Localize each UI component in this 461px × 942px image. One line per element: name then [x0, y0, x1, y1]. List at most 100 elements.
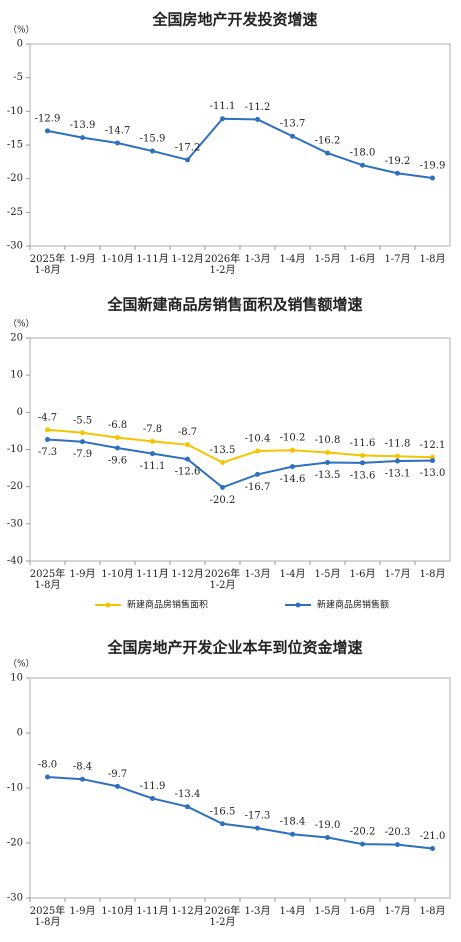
- x-tick-label: 2025年 1-8月: [30, 567, 65, 591]
- data-point: [185, 442, 190, 448]
- x-tick-label: 2025年 1-8月: [30, 252, 65, 276]
- data-label: -17.2: [175, 142, 201, 153]
- data-point: [115, 140, 120, 146]
- data-label: -10.4: [245, 433, 271, 444]
- x-tick-label: 2026年 1-2月: [205, 252, 240, 276]
- y-tick-label: -30: [7, 518, 23, 529]
- data-point: [430, 175, 435, 181]
- data-label: -16.2: [315, 136, 341, 147]
- data-label: -19.0: [315, 820, 341, 831]
- data-label: -13.9: [70, 120, 96, 131]
- chart-title: 全国房地产开发投资增速: [151, 11, 317, 29]
- chart-title: 全国房地产开发企业本年到位资金增速: [106, 639, 362, 657]
- x-tick-label: 1-6月: [349, 568, 375, 580]
- data-label: -6.8: [108, 420, 127, 431]
- data-point: [360, 460, 365, 466]
- x-tick-label: 1-5月: [314, 905, 340, 917]
- data-point: [255, 825, 260, 831]
- y-tick-label: -30: [7, 893, 23, 904]
- y-tick-label: -25: [7, 207, 23, 218]
- y-tick-label: -40: [7, 556, 23, 567]
- data-label: -8.0: [38, 760, 57, 771]
- data-label: -20.2: [210, 495, 236, 506]
- data-point: [220, 484, 225, 490]
- data-label: -21.0: [420, 831, 446, 842]
- data-label: -12.6: [175, 467, 201, 478]
- x-tick-label: 1-8月: [419, 253, 445, 265]
- legend-label: 新建商品房销售面积: [127, 599, 208, 611]
- data-label: -11.2: [245, 102, 271, 113]
- x-tick-label: 1-8月: [419, 905, 445, 917]
- x-tick-label: 1-9月: [69, 253, 95, 265]
- data-point: [220, 821, 225, 827]
- data-point: [220, 460, 225, 466]
- x-tick-label: 1-12月: [171, 905, 203, 917]
- data-label: -13.6: [350, 470, 376, 481]
- x-tick-label: 1-7月: [384, 568, 410, 580]
- data-label: -5.5: [73, 415, 92, 426]
- data-point: [360, 452, 365, 458]
- y-tick-label: 0: [17, 39, 23, 50]
- data-label: -11.9: [140, 781, 166, 792]
- data-label: -13.5: [210, 445, 236, 456]
- y-unit: （%）: [8, 319, 35, 330]
- data-point: [115, 783, 120, 789]
- data-point: [45, 427, 50, 433]
- x-tick-label: 1-6月: [349, 905, 375, 917]
- data-point: [395, 453, 400, 459]
- data-label: -18.4: [280, 817, 306, 828]
- data-label: -11.1: [140, 461, 166, 472]
- data-label: -8.4: [73, 762, 92, 773]
- y-tick-label: 10: [10, 370, 23, 381]
- plot-frame: [29, 43, 451, 247]
- x-tick-label: 1-4月: [279, 905, 305, 917]
- data-label: -17.3: [245, 811, 271, 822]
- data-point: [325, 150, 330, 156]
- x-tick-label: 1-12月: [171, 568, 203, 580]
- data-label: -12.1: [420, 440, 446, 451]
- x-tick-label: 1-6月: [349, 253, 375, 265]
- x-tick-label: 1-10月: [101, 568, 133, 580]
- data-point: [290, 831, 295, 837]
- data-label: -16.7: [245, 482, 271, 493]
- y-tick-label: 0: [17, 407, 23, 418]
- data-point: [290, 447, 295, 453]
- y-tick-label: -30: [7, 241, 23, 252]
- data-point: [45, 436, 50, 442]
- chart-title: 全国新建商品房销售面积及销售额增速: [106, 296, 362, 314]
- data-point: [185, 804, 190, 810]
- data-point: [255, 116, 260, 122]
- data-point: [80, 430, 85, 436]
- data-label: -13.5: [315, 470, 341, 481]
- y-tick-label: -10: [7, 106, 23, 117]
- data-point: [115, 445, 120, 451]
- data-line: [47, 117, 433, 179]
- data-point: [430, 846, 435, 851]
- x-tick-label: 1-7月: [384, 253, 410, 265]
- data-label: -18.0: [350, 148, 376, 159]
- data-point: [395, 170, 400, 176]
- x-tick-label: 1-3月: [244, 253, 270, 265]
- data-label: -12.9: [35, 113, 61, 124]
- x-tick-label: 1-12月: [171, 253, 203, 265]
- y-tick-label: 0: [17, 728, 23, 739]
- x-tick-label: 1-9月: [69, 905, 95, 917]
- y-tick-label: -20: [7, 838, 23, 849]
- data-point: [395, 458, 400, 464]
- data-label: -7.8: [143, 424, 162, 435]
- data-label: -13.0: [420, 468, 446, 479]
- data-point: [150, 438, 155, 444]
- data-point: [255, 448, 260, 454]
- y-tick-label: -5: [13, 72, 23, 83]
- data-line: [47, 776, 433, 850]
- data-point: [150, 451, 155, 457]
- data-label: -8.7: [178, 427, 197, 438]
- x-tick-label: 1-11月: [136, 568, 168, 580]
- x-tick-label: 1-10月: [101, 905, 133, 917]
- x-tick-label: 1-11月: [136, 253, 168, 265]
- y-unit: （%）: [8, 25, 35, 36]
- x-tick-label: 1-4月: [279, 253, 305, 265]
- data-point: [430, 458, 435, 464]
- data-point: [115, 435, 120, 441]
